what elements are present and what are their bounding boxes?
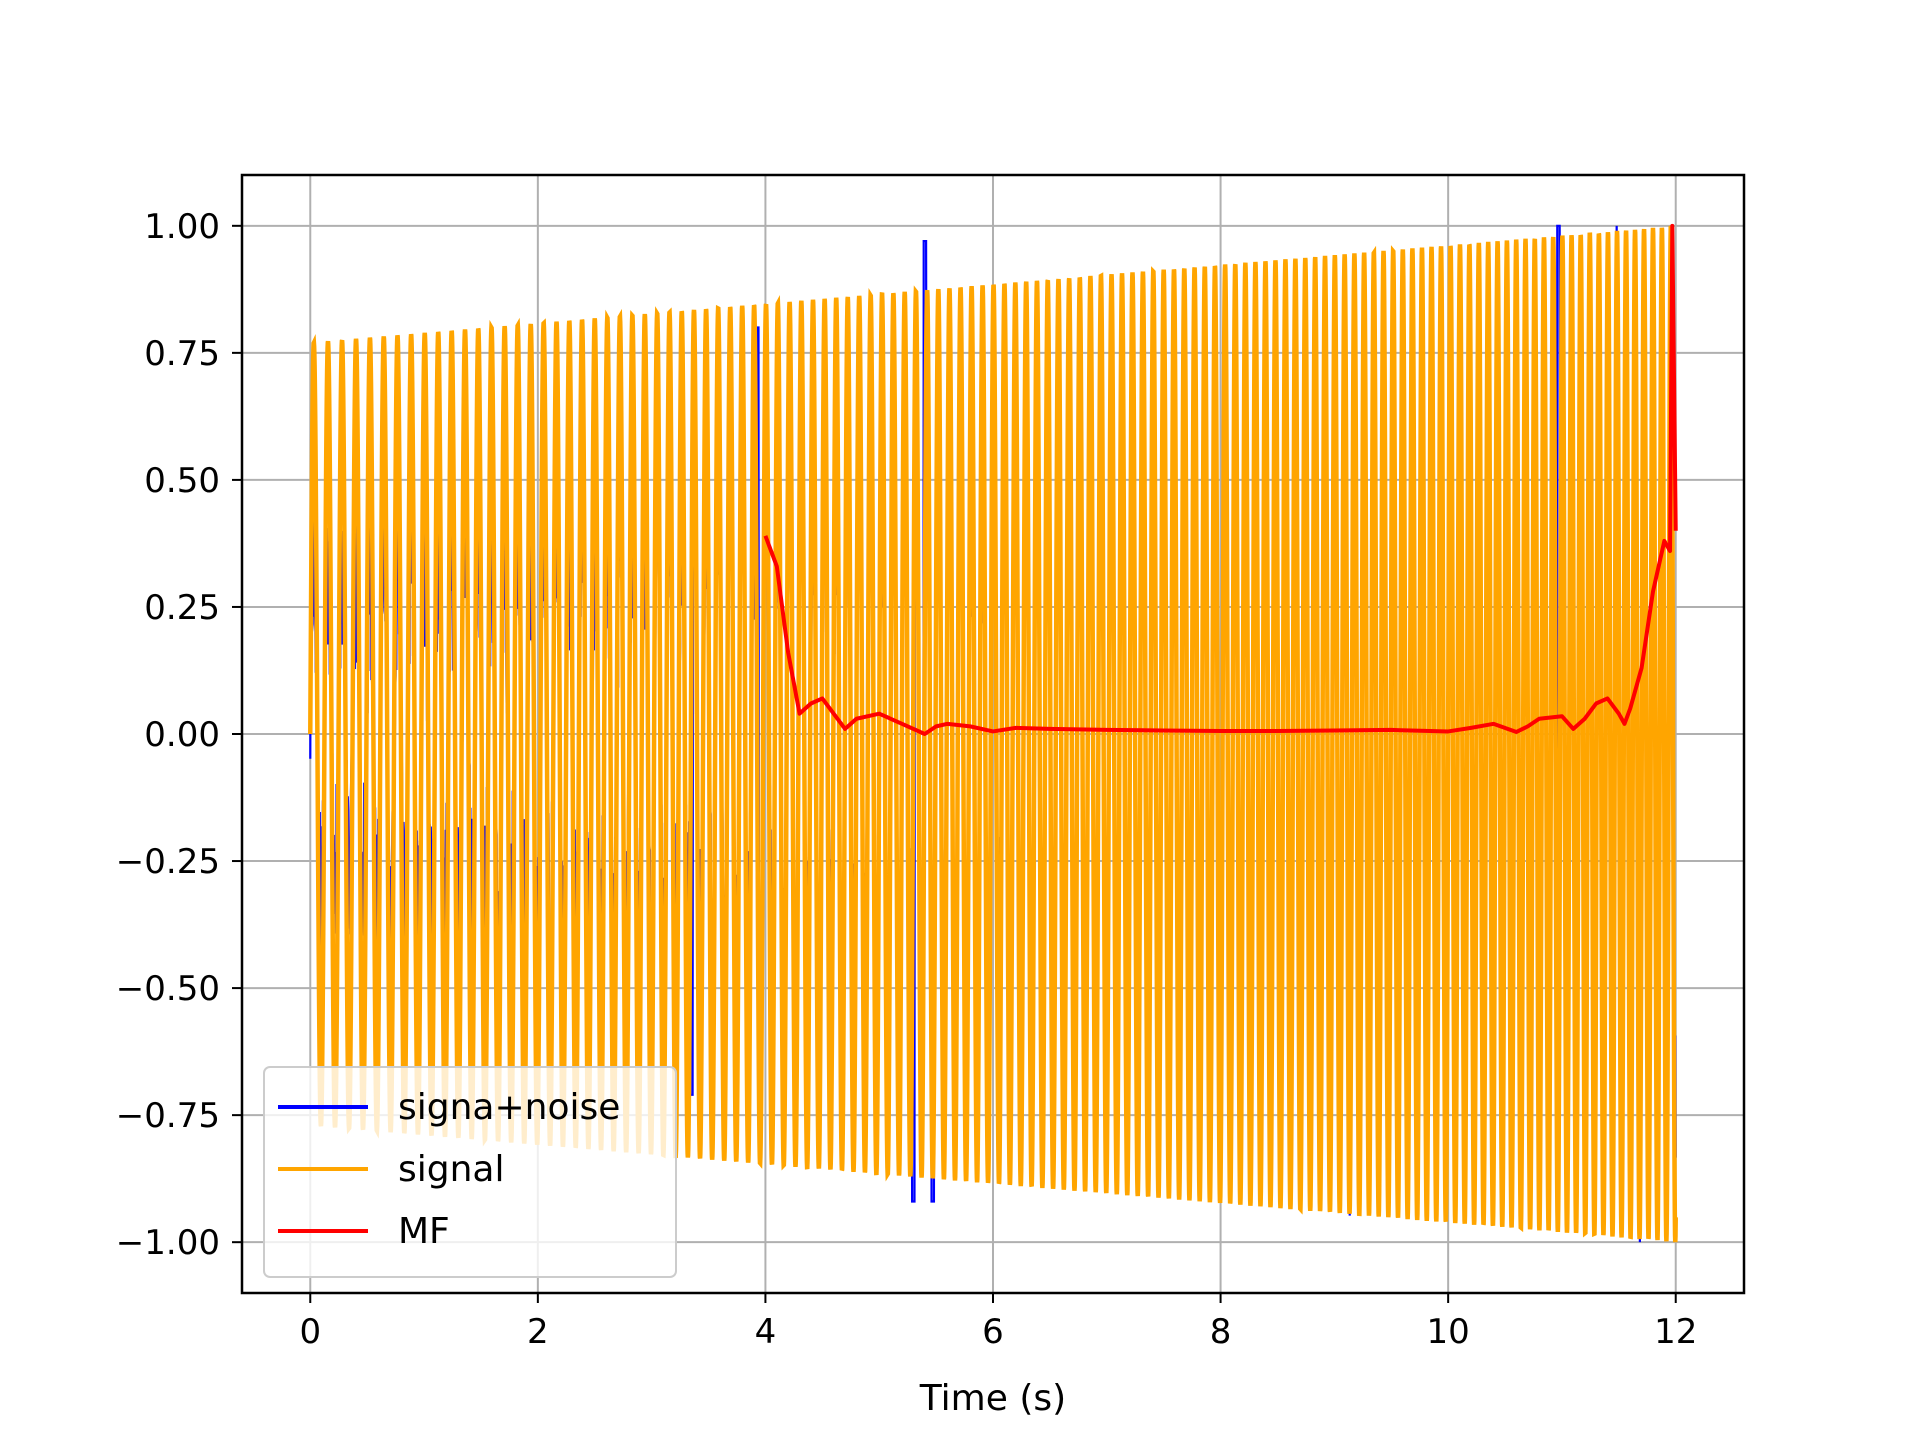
y-tick-label: 0.00 <box>144 715 220 755</box>
x-tick-label: 6 <box>982 1312 1004 1352</box>
legend-label: signa+noise <box>398 1087 620 1128</box>
legend-label: MF <box>398 1211 450 1252</box>
x-axis: 0 2 4 6 8 10 12 <box>299 1293 1697 1352</box>
y-tick-label: 0.25 <box>144 588 220 628</box>
y-tick-label: −0.50 <box>116 969 220 1009</box>
y-tick-label: 0.50 <box>144 461 220 501</box>
legend-label: signal <box>398 1149 505 1190</box>
y-tick-label: −0.75 <box>116 1096 220 1136</box>
y-axis: 1.00 0.75 0.50 0.25 0.00 −0.25 −0.50 −0.75 −1.00 <box>116 207 242 1263</box>
y-tick-label: −0.25 <box>116 842 220 882</box>
y-tick-label: 1.00 <box>144 207 220 247</box>
y-tick-label: −1.00 <box>116 1223 220 1263</box>
legend-box <box>263 1066 677 1278</box>
x-tick-label: 4 <box>755 1312 777 1352</box>
y-tick-label: 0.75 <box>144 334 220 374</box>
x-tick-label: 8 <box>1210 1312 1232 1352</box>
series-mf-line <box>763 223 1678 736</box>
x-tick-label: 10 <box>1427 1312 1470 1352</box>
x-tick-label: 0 <box>299 1312 321 1352</box>
x-tick-label: 2 <box>527 1312 549 1352</box>
x-tick-label: 12 <box>1654 1312 1697 1352</box>
legend: signa+noise signal MF <box>263 1066 677 1278</box>
x-axis-label: Time (s) <box>919 1378 1066 1419</box>
